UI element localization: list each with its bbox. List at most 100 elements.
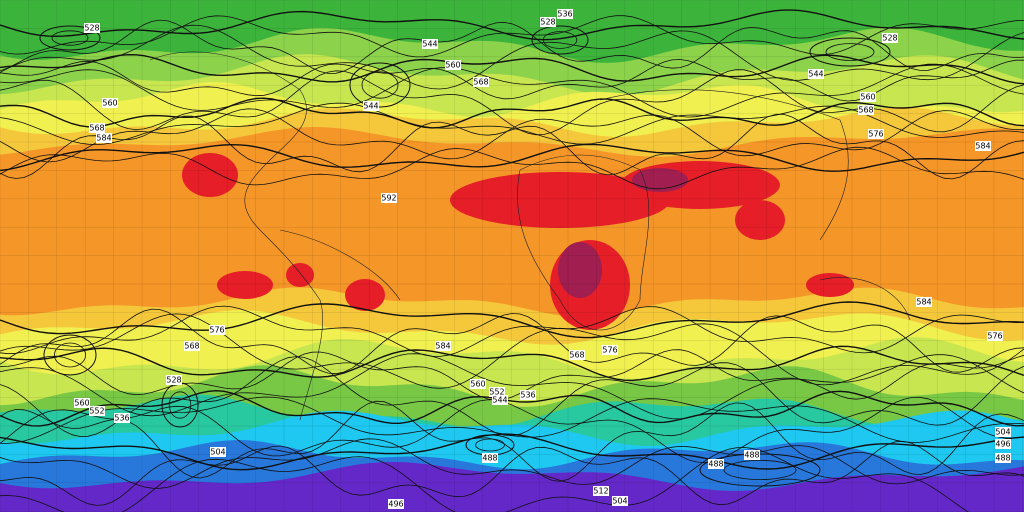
label-box: [74, 398, 90, 408]
contour-label: 488: [482, 454, 497, 463]
contour: [0, 19, 1024, 74]
contour-label: 528: [84, 24, 99, 33]
label-box: [96, 133, 112, 143]
contour: [0, 108, 1024, 163]
label-box: [744, 450, 760, 460]
label-box: [102, 98, 118, 108]
contour: [0, 345, 1024, 382]
contour-label: 576: [987, 332, 1002, 341]
contour: [0, 301, 1024, 339]
label-box: [445, 60, 461, 70]
closed-contour: [723, 459, 797, 480]
contour: [0, 446, 969, 512]
contour-label: 568: [858, 106, 873, 115]
label-box: [916, 297, 932, 307]
contour: [0, 396, 1024, 464]
label-box: [882, 33, 898, 43]
contour-label: 528: [882, 34, 897, 43]
contour-label: 496: [995, 440, 1010, 449]
contour-label: 592: [381, 194, 396, 203]
label-box: [473, 77, 489, 87]
contour-label: 552: [89, 407, 104, 416]
label-box: [987, 331, 1003, 341]
contour: [0, 113, 1024, 180]
label-box: [858, 105, 874, 115]
label-box: [114, 413, 130, 423]
label-box: [593, 486, 609, 496]
closed-contour: [825, 43, 875, 61]
contour-label: 584: [975, 142, 990, 151]
contour: [0, 24, 1024, 90]
contour-label: 536: [114, 414, 129, 423]
closed-contour: [51, 30, 89, 46]
label-box: [540, 17, 556, 27]
contour-label: 544: [492, 396, 507, 405]
label-box: [388, 499, 404, 509]
label-box: [381, 193, 397, 203]
contour-label: 488: [744, 451, 759, 460]
contour: [0, 59, 1024, 102]
contour: [0, 15, 1024, 58]
label-box: [557, 9, 573, 19]
label-box: [89, 123, 105, 133]
contour: [0, 63, 1024, 118]
contour-label: 568: [473, 78, 488, 87]
warm-core: [735, 200, 785, 240]
label-box: [808, 69, 824, 79]
contour-label: 560: [102, 99, 117, 108]
contour-label: 536: [557, 10, 572, 19]
label-box: [489, 387, 505, 397]
contour-label: 504: [612, 497, 627, 506]
warm-core: [286, 263, 314, 287]
contour: [0, 308, 1024, 375]
contour-label: 560: [470, 380, 485, 389]
label-box: [184, 341, 200, 351]
band: [0, 461, 1024, 512]
contour: [0, 146, 1024, 190]
label-box: [975, 141, 991, 151]
contour-label: 560: [445, 61, 460, 70]
contour-label: 568: [184, 342, 199, 351]
contour-label: 560: [74, 399, 89, 408]
contour-label: 568: [89, 124, 104, 133]
contour: [0, 305, 1024, 357]
contour-label: 544: [808, 70, 823, 79]
label-box: [868, 129, 884, 139]
closed-contour: [475, 438, 505, 452]
label-box: [569, 350, 585, 360]
label-box: [422, 39, 438, 49]
contour-labels: 528 528 536 544 560 568 544 560 568 584 592 560 568 5…: [74, 9, 1011, 509]
label-box: [492, 395, 508, 405]
warm-core: [345, 279, 385, 311]
warm-core: [806, 273, 854, 297]
label-box: [602, 345, 618, 355]
label-box: [995, 427, 1011, 437]
contour-label: 512: [593, 487, 608, 496]
contour-label: 488: [708, 460, 723, 469]
contour-label: 576: [868, 130, 883, 139]
contour-label: 488: [995, 454, 1010, 463]
label-box: [520, 390, 536, 400]
closed-contour: [39, 25, 101, 51]
label-box: [482, 453, 498, 463]
warm-core: [182, 153, 238, 197]
contour-label: 576: [209, 326, 224, 335]
label-box: [995, 453, 1011, 463]
contour: [0, 313, 1024, 389]
contour-label: 544: [422, 40, 437, 49]
label-box: [995, 439, 1011, 449]
label-box: [708, 459, 724, 469]
contour: [0, 438, 1024, 489]
height-contours: [0, 9, 1024, 512]
contour: [0, 353, 1024, 420]
label-box: [363, 101, 379, 111]
contour: [0, 389, 1024, 427]
contour-label: 584: [435, 342, 450, 351]
label-box: [210, 447, 226, 457]
contour-label: 544: [363, 102, 378, 111]
closed-contour: [43, 334, 97, 376]
closed-contour: [542, 31, 578, 49]
contour-label: 528: [166, 376, 181, 385]
